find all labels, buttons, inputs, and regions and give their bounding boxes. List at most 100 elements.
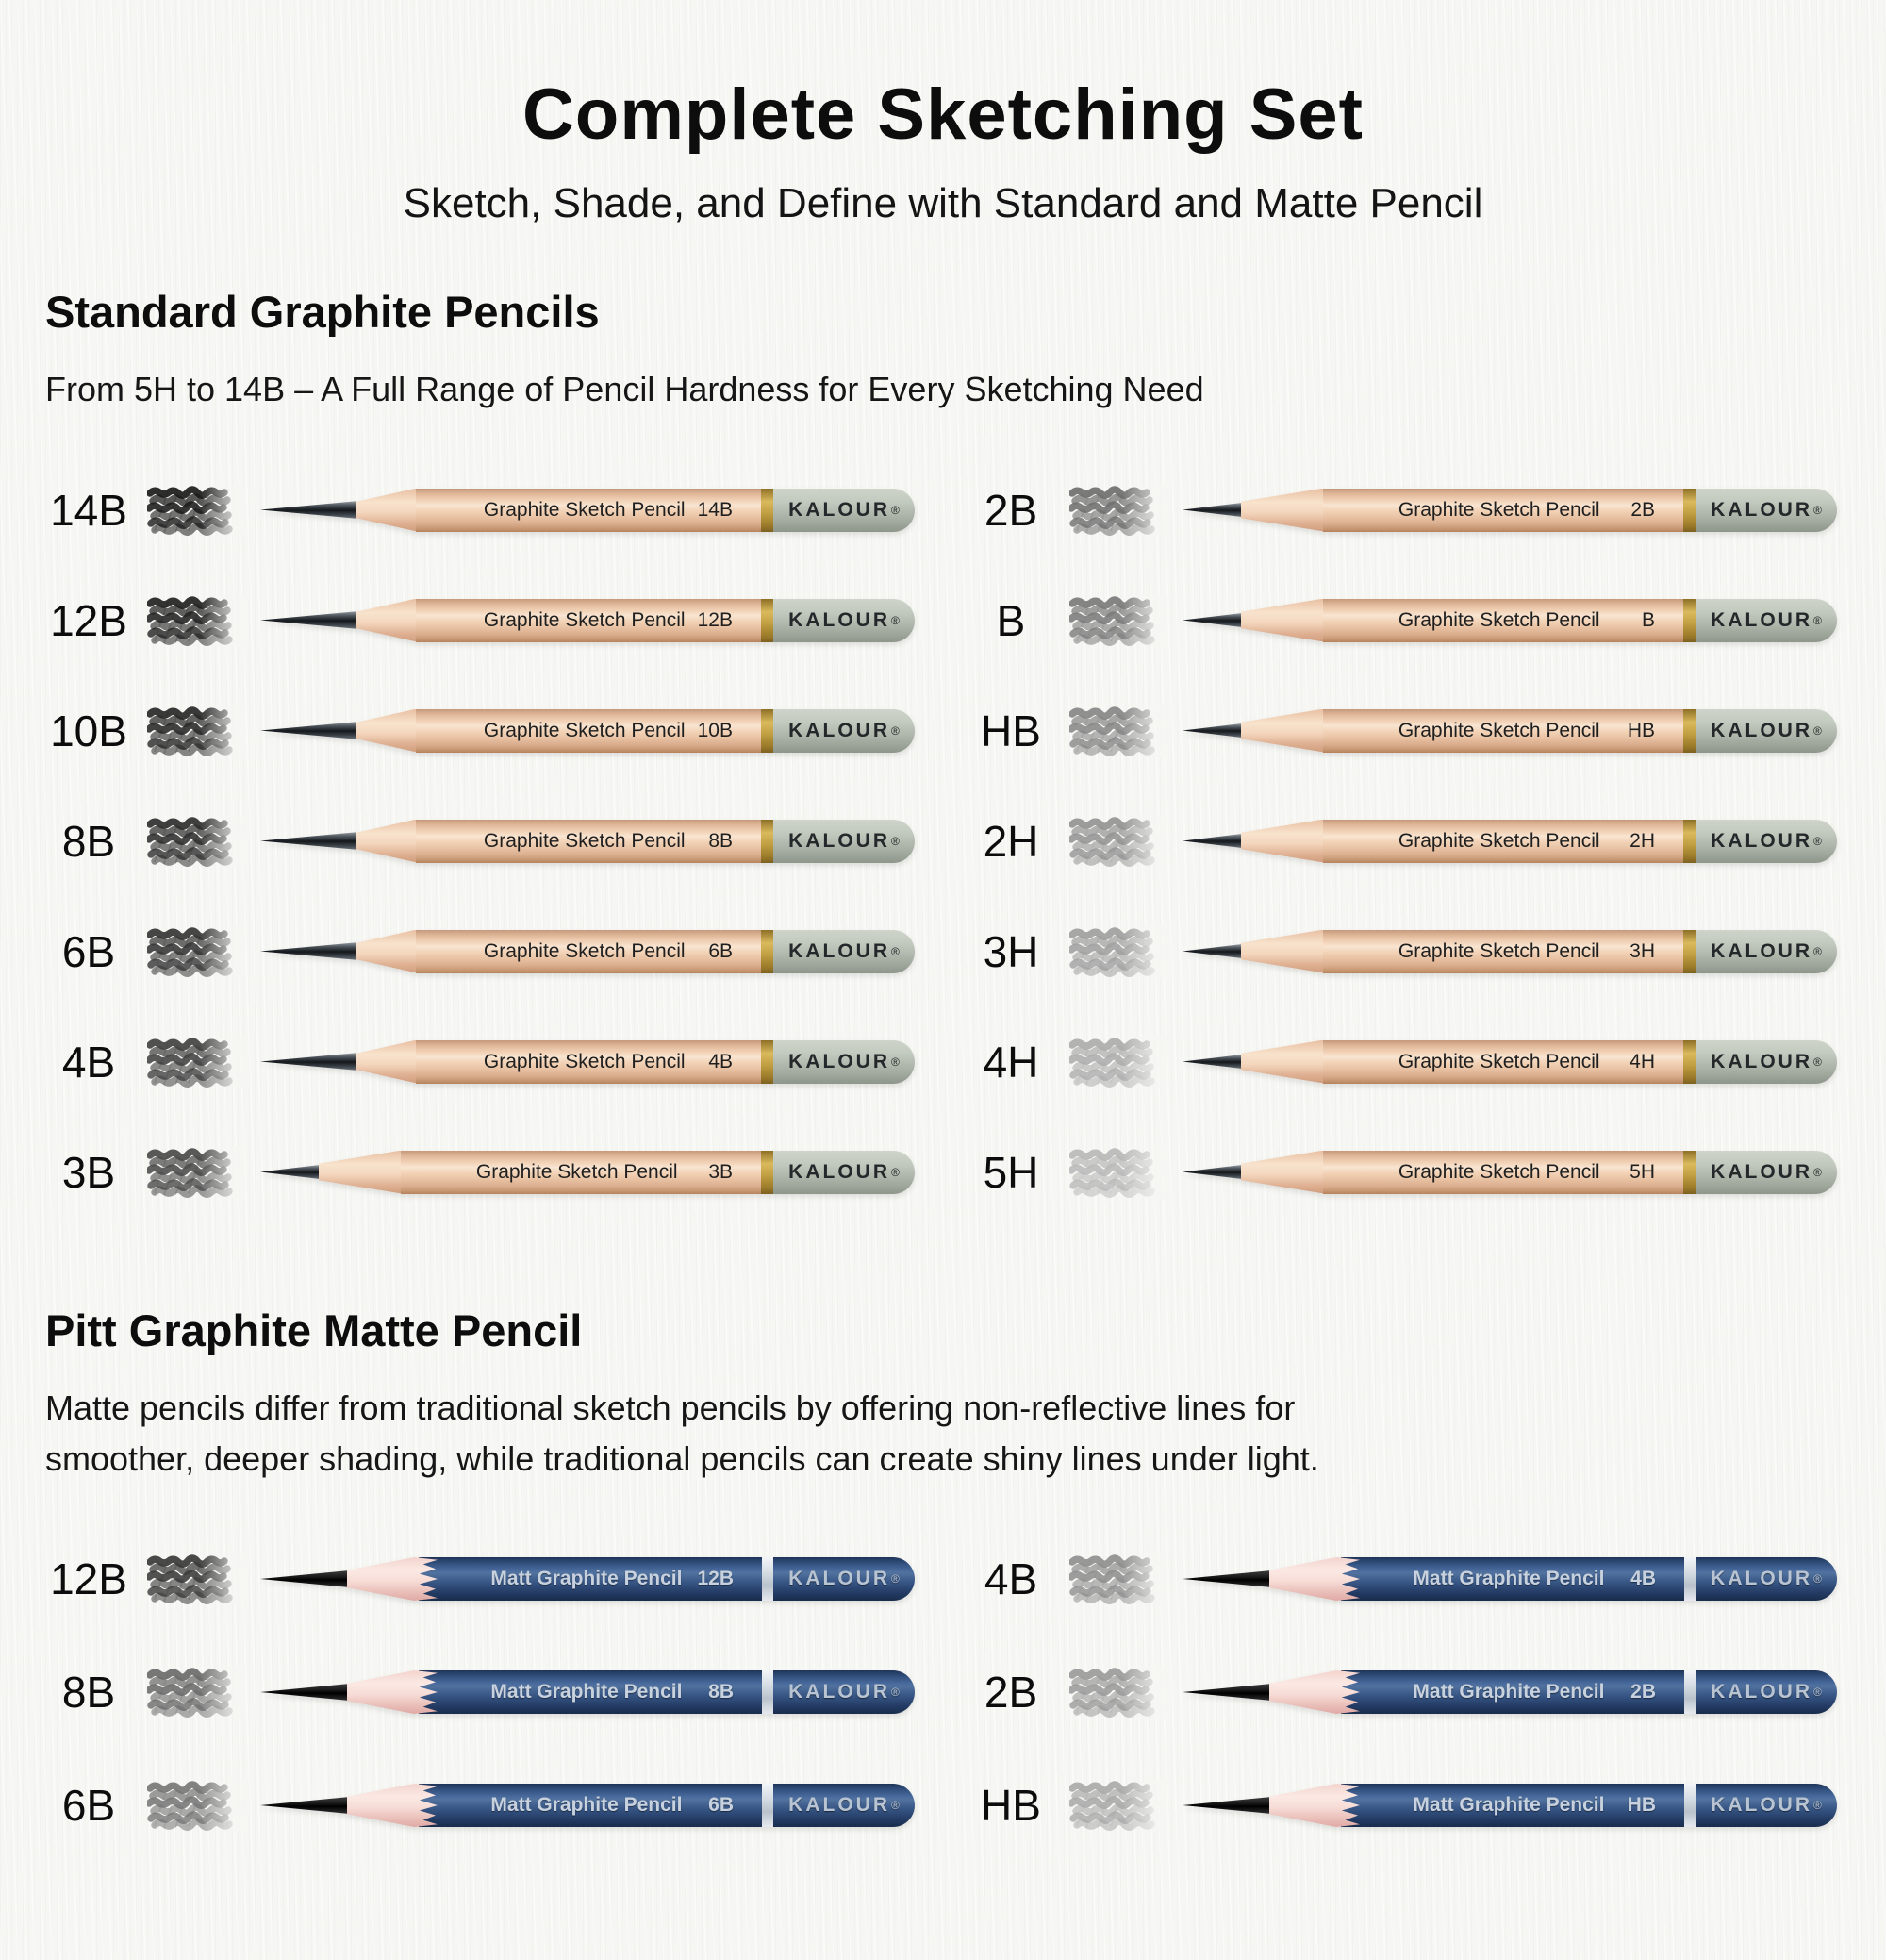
graphite-swatch-icon [1067, 1145, 1167, 1199]
brand-logo: KALOUR [1711, 1681, 1812, 1703]
graphite-swatch-icon [1067, 1666, 1167, 1719]
pencil-ferrule-band [1683, 488, 1696, 532]
standard-section-heading: Standard Graphite Pencils [45, 287, 600, 337]
pencil-barrel: Matt Graphite Pencil 2B [1341, 1670, 1684, 1714]
pencil-row: 8B Matt Graphite Pencil 8B KALOUR ® [45, 1636, 915, 1749]
pencil-barrel: Graphite Sketch Pencil 4B [416, 1039, 761, 1084]
pencil-image: Matt Graphite Pencil 12B KALOUR ® [260, 1557, 915, 1601]
pencil-row: 2B Matt Graphite Pencil 2B KALOUR ® [968, 1636, 1837, 1749]
pencil-print-label: Matt Graphite Pencil [1413, 1568, 1605, 1589]
pencil-cap: KALOUR ® [1696, 1784, 1837, 1827]
graphite-swatch-icon [1067, 593, 1167, 647]
page-subtitle: Sketch, Shade, and Define with Standard … [403, 180, 1483, 226]
pencil-barrel: Matt Graphite Pencil 6B [419, 1784, 762, 1827]
pencil-barrel: Graphite Sketch Pencil 8B [416, 819, 761, 863]
pencil-tip-icon [1183, 613, 1241, 627]
pencil-cap: KALOUR ® [773, 1039, 915, 1084]
pencil-barrel: Graphite Sketch Pencil HB [1323, 708, 1683, 753]
pencil-row: 3B Graphite Sketch Pencil 3B KALOUR ® [45, 1117, 915, 1227]
pencil-cap: KALOUR ® [773, 708, 915, 753]
pencil-print-grade: 12B [697, 608, 733, 631]
pencil-tip-icon [260, 1684, 347, 1701]
pencil-image: Graphite Sketch Pencil 14B KALOUR ® [260, 488, 915, 532]
registered-mark-icon: ® [1812, 1686, 1822, 1699]
grade-label: 14B [50, 485, 127, 535]
brand-logo: KALOUR [788, 939, 890, 962]
pencil-tip-icon [260, 1797, 347, 1814]
graphite-swatch-icon [145, 1666, 245, 1719]
registered-mark-icon: ® [890, 723, 900, 738]
pencil-image: Graphite Sketch Pencil 5H KALOUR ® [1183, 1150, 1837, 1194]
pencil-print-grade: 4B [708, 1050, 733, 1072]
pencil-ferrule-band [761, 488, 773, 532]
brand-logo: KALOUR [1711, 608, 1812, 631]
grade-label: HB [981, 1781, 1041, 1830]
pencil-print-grade: 2H [1630, 829, 1655, 852]
pencil-cap: KALOUR ® [773, 1784, 915, 1827]
pencil-row: 4B Graphite Sketch Pencil 4B KALOUR ® [45, 1006, 915, 1117]
pencil-ferrule-band [1683, 1039, 1696, 1084]
pencil-print-label: Graphite Sketch Pencil [483, 719, 686, 741]
pencil-wood-cone [1241, 929, 1324, 973]
pencil-image: Matt Graphite Pencil 6B KALOUR ® [260, 1784, 915, 1827]
pencil-wood-cone [1241, 1150, 1324, 1194]
pencil-wood-cone [356, 929, 417, 973]
registered-mark-icon: ® [890, 1572, 900, 1586]
pencil-wood-cone [1241, 598, 1324, 642]
brand-logo: KALOUR [1711, 1050, 1812, 1072]
pencil-image: Matt Graphite Pencil 2B KALOUR ® [1183, 1670, 1837, 1714]
pencil-ferrule-band [761, 1150, 773, 1194]
graphite-swatch-icon [145, 1035, 245, 1088]
pencil-wood-cone [356, 819, 417, 863]
pencil-row: HB Matt Graphite Pencil HB KALOUR ® [968, 1749, 1837, 1862]
pencil-cap: KALOUR ® [1696, 1557, 1837, 1601]
pencil-print-grade: B [1641, 608, 1655, 631]
pencil-row: B Graphite Sketch Pencil B KALOUR ® [968, 565, 1837, 675]
pencil-wood-cone [1269, 1784, 1360, 1827]
graphite-swatch-icon [145, 1553, 245, 1605]
graphite-swatch-icon [1067, 924, 1167, 978]
graphite-swatch-icon [145, 1145, 245, 1199]
pencil-print-label: Graphite Sketch Pencil [1398, 498, 1600, 521]
pencil-wood-cone [1241, 488, 1324, 532]
pencil-tip-icon [1183, 1570, 1269, 1587]
grade-label: 10B [50, 706, 127, 756]
pencil-wood-cone [356, 708, 417, 753]
pencil-print-grade: 3B [708, 1160, 733, 1183]
standard-section-description: From 5H to 14B – A Full Range of Pencil … [45, 370, 1204, 408]
pencil-image: Graphite Sketch Pencil 2B KALOUR ® [1183, 488, 1837, 532]
pencil-tip-icon [260, 722, 356, 739]
pencil-print-grade: 14B [697, 498, 733, 521]
pencil-print-label: Graphite Sketch Pencil [1398, 1160, 1600, 1183]
pencil-barrel: Graphite Sketch Pencil 14B [416, 488, 761, 532]
pencil-image: Graphite Sketch Pencil 4H KALOUR ® [1183, 1039, 1837, 1084]
grade-label: HB [981, 706, 1041, 756]
pencil-tip-icon [260, 942, 356, 960]
pencil-ferrule-band [1684, 1784, 1696, 1827]
brand-logo: KALOUR [1711, 719, 1812, 741]
pencil-wood-cone [356, 598, 417, 642]
pencil-row: 6B Matt Graphite Pencil 6B KALOUR ® [45, 1749, 915, 1862]
brand-logo: KALOUR [1711, 829, 1812, 852]
pencil-wood-cone [319, 1150, 402, 1194]
pencil-wood-cone [1269, 1557, 1360, 1601]
grade-label: 2B [984, 485, 1038, 535]
brand-logo: KALOUR [788, 1681, 890, 1703]
pencil-barrel: Graphite Sketch Pencil 3H [1323, 929, 1683, 973]
pencil-print-label: Graphite Sketch Pencil [483, 498, 686, 521]
brand-logo: KALOUR [1711, 1794, 1812, 1816]
pencil-tip-icon [1183, 1055, 1241, 1069]
graphite-swatch-icon [145, 924, 245, 978]
pencil-barrel: Graphite Sketch Pencil 12B [416, 598, 761, 642]
pencil-image: Graphite Sketch Pencil 8B KALOUR ® [260, 819, 915, 863]
pencil-cap: KALOUR ® [1696, 1039, 1837, 1084]
registered-mark-icon: ® [1812, 503, 1822, 517]
pencil-tip-icon [1183, 723, 1241, 738]
page-header: Complete Sketching Set Sketch, Shade, an… [0, 74, 1886, 227]
pencil-print-label: Graphite Sketch Pencil [1398, 939, 1600, 962]
graphite-swatch-icon [1067, 1553, 1167, 1605]
pencil-ferrule-band [761, 708, 773, 753]
pencil-print-label: Graphite Sketch Pencil [1398, 719, 1600, 741]
pencil-print-grade: 4H [1630, 1050, 1655, 1072]
pencil-row: 6B Graphite Sketch Pencil 6B KALOUR ® [45, 896, 915, 1006]
